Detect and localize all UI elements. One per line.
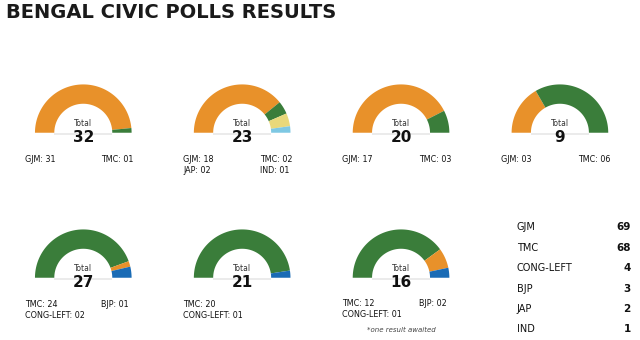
Text: 20: 20 [390,130,412,144]
Polygon shape [536,84,608,133]
Polygon shape [35,230,129,278]
Text: GJM: 17: GJM: 17 [342,155,373,164]
Polygon shape [372,133,430,135]
Polygon shape [194,84,280,133]
Text: Total: Total [551,119,569,128]
Text: BJP: BJP [517,284,532,294]
Polygon shape [35,84,131,133]
Text: 23: 23 [232,130,253,144]
Text: JAP: 02: JAP: 02 [184,166,211,175]
Text: 1: 1 [623,324,630,335]
Text: 21: 21 [232,274,253,290]
Text: 3: 3 [623,284,630,294]
Text: DARJEELING: DARJEELING [48,54,118,64]
Polygon shape [271,271,291,278]
Text: 4: 4 [623,263,630,273]
Text: JAP: JAP [517,304,532,314]
Polygon shape [511,91,545,133]
Text: BENGAL CIVIC POLLS RESULTS: BENGAL CIVIC POLLS RESULTS [6,3,337,22]
Polygon shape [54,278,112,280]
Polygon shape [269,114,290,129]
Polygon shape [194,230,290,278]
Text: RAIGANJ: RAIGANJ [59,199,108,209]
Text: BJP: 01: BJP: 01 [102,300,129,309]
Text: *one result awaited: *one result awaited [367,327,435,333]
Text: 32: 32 [72,130,94,144]
Text: Total: Total [392,264,410,273]
Text: TMC: TMC [517,243,538,253]
Text: IND: IND [517,324,535,335]
Polygon shape [271,126,291,133]
Text: GJM: GJM [517,222,536,232]
Polygon shape [353,84,444,133]
Text: IND: 01: IND: 01 [260,166,290,175]
Text: GJM: 18: GJM: 18 [184,155,214,164]
Text: Total: Total [233,119,252,128]
Text: PUJALI*: PUJALI* [379,199,423,209]
Text: BJP: 02: BJP: 02 [419,299,447,308]
Polygon shape [531,133,589,135]
Polygon shape [111,267,132,278]
Text: 69: 69 [616,222,630,232]
Polygon shape [213,278,271,280]
Text: Total: Total [392,119,410,128]
Text: GJM: 03: GJM: 03 [501,155,532,164]
Text: Total: Total [233,264,252,273]
Text: 9: 9 [555,130,565,144]
Text: TMC: 06: TMC: 06 [578,155,611,164]
Text: TMC: 03: TMC: 03 [419,155,452,164]
Text: TMC: 12: TMC: 12 [342,299,375,308]
Text: TMC: 01: TMC: 01 [102,155,134,164]
Text: CONG-LEFT: CONG-LEFT [517,263,573,273]
Text: 27: 27 [72,274,94,290]
Text: DOMKAL: DOMKAL [217,199,268,209]
Text: GJM: 31: GJM: 31 [24,155,55,164]
Polygon shape [424,249,448,272]
Text: KALIMPONG: KALIMPONG [207,54,277,64]
Text: TMC: 02: TMC: 02 [260,155,293,164]
Text: MIRIK: MIRIK [543,54,577,64]
Text: TMC: 20: TMC: 20 [184,300,216,309]
Polygon shape [429,268,449,278]
Polygon shape [54,133,112,135]
Text: KURSEONG: KURSEONG [369,54,433,64]
Text: 2: 2 [623,304,630,314]
Text: CONG-LEFT: 01: CONG-LEFT: 01 [342,310,402,319]
Polygon shape [372,278,430,280]
Text: 68: 68 [616,243,630,253]
Polygon shape [353,230,440,278]
Text: TOTAL SEATS: 148: TOTAL SEATS: 148 [510,199,610,209]
Polygon shape [265,102,287,121]
Polygon shape [213,133,271,135]
Text: Total: Total [74,119,92,128]
Text: 16: 16 [390,274,412,290]
Polygon shape [111,261,131,271]
Polygon shape [112,128,132,133]
Text: CONG-LEFT: 01: CONG-LEFT: 01 [184,311,243,320]
Text: Total: Total [74,264,92,273]
Text: TMC: 24: TMC: 24 [24,300,57,309]
Text: CONG-LEFT: 02: CONG-LEFT: 02 [24,311,84,320]
Polygon shape [427,111,449,133]
